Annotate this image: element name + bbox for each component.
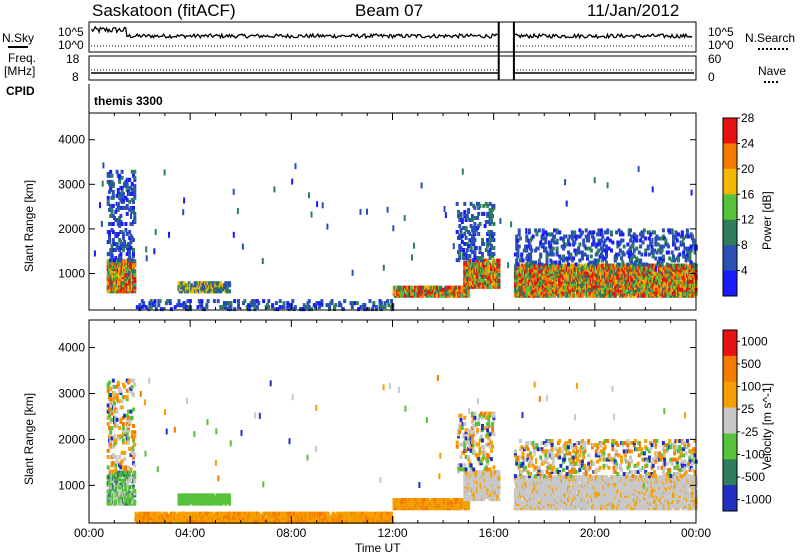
panel-0-ytick-label-1: 2000 [58,222,85,236]
panel-0-ytick-label-2: 3000 [58,177,85,191]
panel-1-colorbar-seg-4 [723,433,737,459]
panel-1-echo-region-2 [178,493,232,505]
panel-1-echo-region-4 [393,498,471,510]
panel-0-echo-region-7 [514,264,698,298]
panel-1-cb-tick-label-2: 100 [741,380,761,394]
xtick-label-6: 00:00 [681,526,711,540]
panel-1-echo-region-5 [463,470,500,501]
xtick-label-3: 12:00 [377,526,407,540]
panel-1-colorbar-seg-3 [723,408,737,434]
xtick-label-2: 08:00 [276,526,306,540]
panel-0-ytick-label-0: 1000 [58,266,85,280]
panel-1-ytick-label-0: 1000 [58,478,85,492]
panel-1-colorbar-seg-6 [723,485,737,511]
panel-1-ytick-label-3: 4000 [58,341,85,355]
panel-1-cb-tick-label-4: -25 [741,425,759,439]
panel-1-colorbar-seg-0 [723,330,737,356]
panel-0-cb-tick-label-6: 28 [741,111,755,125]
panel-0-cb-tick-label-0: 4 [741,264,748,278]
panel-1-echo-region-0 [107,471,137,506]
panel-0-colorbar-seg-0 [723,118,737,144]
xtick-label-5: 20:00 [580,526,610,540]
panel-0-echo-region-4 [393,286,471,298]
panel-1-echo-region-7 [514,475,698,510]
panel-1-colorbar-seg-2 [723,382,737,408]
panel-0-colorbar-seg-3 [723,194,737,220]
panel-0-cb-tick-label-1: 8 [741,238,748,252]
xtick-label-1: 04:00 [175,526,205,540]
panel-0-ytick-label-3: 4000 [58,133,85,147]
panel-1-ytick-label-1: 2000 [58,432,85,446]
xtick-label-0: 00:00 [74,526,104,540]
panel-1-cb-tick-label-1: 500 [741,357,761,371]
panel-0-colorbar-seg-6 [723,271,737,297]
panel-0-colorbar-seg-5 [723,245,737,271]
panel-1-cb-tick-label-3: 25 [741,402,755,416]
panel-0-colorbar-seg-4 [723,220,737,246]
panel-1-cb-tick-label-7: -1000 [741,493,772,507]
noise-sky-trace-2 [514,34,692,38]
noise-sky-trace-1 [92,27,498,38]
freq-strip-frame [89,56,696,80]
panel-1-cb-tick-label-5: -100 [741,447,765,461]
panel-0-cb-tick-label-5: 24 [741,136,755,150]
panel-1-colorbar-seg-5 [723,459,737,485]
panel-0-cb-tick-label-4: 20 [741,162,755,176]
panel-1-ytick-label-2: 3000 [58,386,85,400]
panel-0-cb-tick-label-2: 12 [741,213,755,227]
panel-0-colorbar-seg-1 [723,143,737,169]
xtick-label-4: 16:00 [479,526,509,540]
panel-0-echo-region-0 [107,259,137,293]
panel-1-echo-region-3 [135,512,395,524]
panel-1-colorbar-seg-1 [723,356,737,382]
panel-1-cb-tick-label-0: 1000 [741,334,768,348]
panel-0-cb-tick-label-3: 16 [741,187,755,201]
panel-0-colorbar-seg-2 [723,169,737,195]
panel-1-cb-tick-label-6: -500 [741,470,765,484]
panel-0-echo-region-5 [463,259,500,289]
